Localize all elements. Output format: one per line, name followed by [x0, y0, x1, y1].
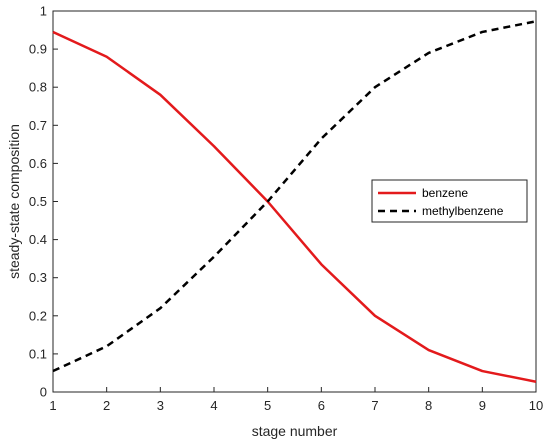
y-tick-label: 0.5	[29, 194, 47, 209]
y-tick-label: 0.8	[29, 80, 47, 95]
y-tick-label: 0.1	[29, 346, 47, 361]
y-axis: 0 0.1 0.2 0.3 0.4 0.5 0.6 0.7 0.8 0.9 1	[29, 4, 58, 400]
y-tick-label: 1	[40, 4, 47, 19]
legend: benzene methylbenzene	[371, 179, 528, 223]
x-tick-label: 2	[103, 398, 110, 413]
x-tick-label: 4	[210, 398, 217, 413]
y-axis-title: steady-state composition	[6, 124, 22, 279]
x-tick-label: 7	[371, 398, 378, 413]
series-layer	[52, 20, 537, 383]
x-tick-label: 10	[529, 398, 543, 413]
y-tick-label: 0	[40, 385, 47, 400]
series-line-benzene	[52, 30, 537, 383]
x-tick-label: 6	[318, 398, 325, 413]
x-axis: 1 2 3 4 5 6 7 8 9 10	[49, 387, 543, 413]
y-tick-label: 0.2	[29, 308, 47, 323]
x-axis-title: stage number	[252, 423, 338, 439]
legend-box	[371, 179, 528, 223]
y-tick-label: 0.3	[29, 270, 47, 285]
legend-label-benzene: benzene	[422, 186, 468, 200]
x-tick-label: 1	[49, 398, 56, 413]
y-tick-label: 0.6	[29, 156, 47, 171]
y-tick-label: 0.4	[29, 232, 47, 247]
series-line-methylbenzene	[52, 20, 537, 373]
legend-label-methylbenzene: methylbenzene	[422, 204, 504, 218]
x-tick-label: 5	[264, 398, 271, 413]
y-tick-label: 0.9	[29, 42, 47, 57]
x-tick-label: 3	[157, 398, 164, 413]
x-tick-label: 9	[479, 398, 486, 413]
y-tick-label: 0.7	[29, 118, 47, 133]
x-tick-label: 8	[425, 398, 432, 413]
